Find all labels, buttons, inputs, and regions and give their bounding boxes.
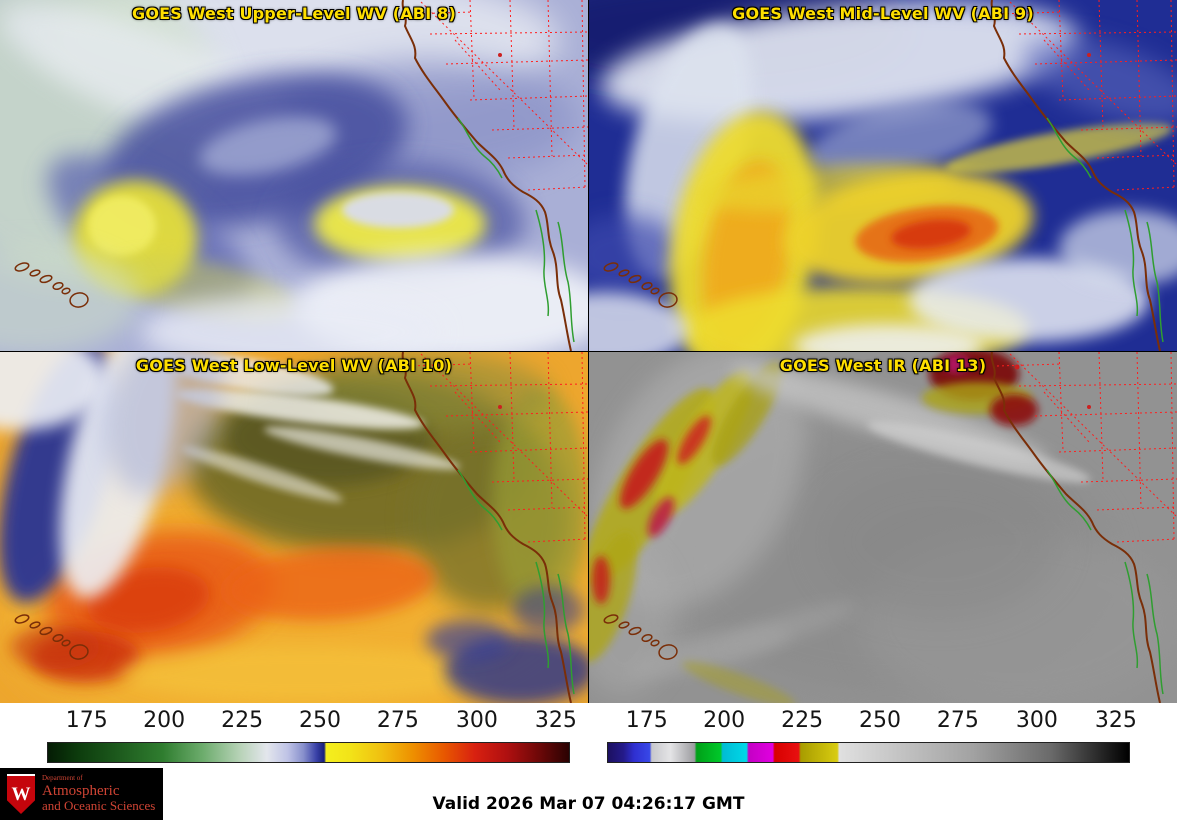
tick-label: 225: [781, 708, 824, 733]
panel-title-abi13: GOES West IR (ABI 13): [779, 356, 987, 375]
tick-label: 200: [703, 708, 746, 733]
panel-grid: GOES West Upper-Level WV (ABI 8): [0, 0, 1177, 703]
panel-title-abi9: GOES West Mid-Level WV (ABI 9): [732, 4, 1034, 23]
tick-label: 325: [534, 708, 577, 733]
tick-label: 250: [859, 708, 901, 733]
panel-ir-abi13: GOES West IR (ABI 13): [589, 352, 1177, 703]
logo-line1: Atmospheric: [42, 782, 120, 799]
ir-colorbar-ticks: 175 200 225 250 275 300 325: [607, 706, 1137, 740]
valid-time: Valid 2026 Mar 07 04:26:17 GMT: [432, 794, 745, 814]
tick-label: 325: [1094, 708, 1137, 733]
panel-low-level-wv-abi10: GOES West Low-Level WV (ABI 10): [0, 352, 588, 703]
tick-label: 275: [936, 708, 979, 733]
satellite-image-abi8: [0, 0, 588, 351]
ir-colorbar: [607, 742, 1130, 763]
aos-logo-text: Department of Atmospheric and Oceanic Sc…: [42, 775, 155, 813]
satellite-image-abi9: [589, 0, 1177, 351]
tick-label: 275: [376, 708, 419, 733]
tick-label: 300: [1015, 708, 1058, 733]
satellite-image-abi10: [0, 352, 588, 703]
logo-line2: and Oceanic Sciences: [42, 797, 156, 813]
logo-dept-line: Department of: [42, 774, 83, 783]
tick-label: 200: [143, 708, 186, 733]
panel-mid-level-wv-abi9: GOES West Mid-Level WV (ABI 9): [589, 0, 1177, 351]
wv-colorbar-ticks: 175 200 225 250 275 300 325: [47, 706, 577, 740]
tick-label: 300: [455, 708, 498, 733]
wv-colorbar: [47, 742, 570, 763]
panel-title-abi10: GOES West Low-Level WV (ABI 10): [135, 356, 453, 375]
panel-title-abi8: GOES West Upper-Level WV (ABI 8): [132, 4, 456, 23]
tick-label: 175: [65, 708, 108, 733]
tick-label: 175: [625, 708, 668, 733]
aos-logo: W Department of Atmospheric and Oceanic …: [0, 768, 163, 820]
satellite-image-abi13: [589, 352, 1177, 703]
tick-label: 250: [299, 708, 341, 733]
tick-label: 225: [221, 708, 264, 733]
panel-upper-level-wv-abi8: GOES West Upper-Level WV (ABI 8): [0, 0, 588, 351]
